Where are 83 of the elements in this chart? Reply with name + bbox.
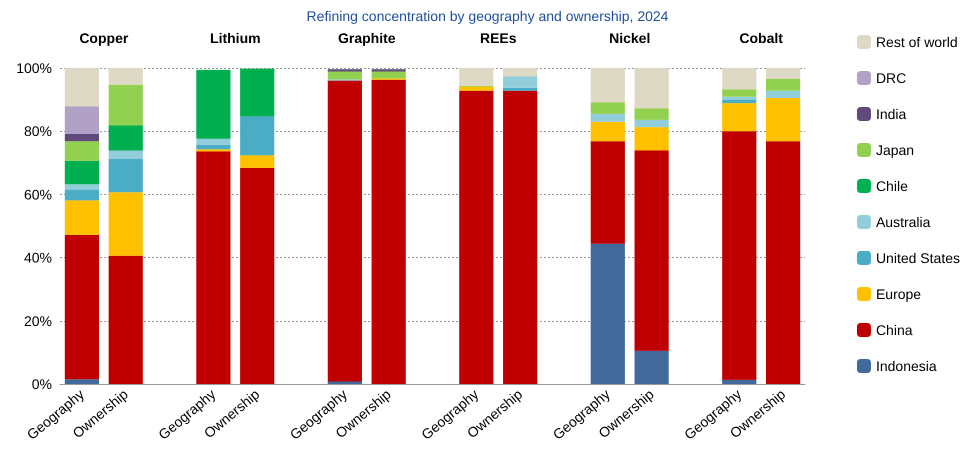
- legend-label: Rest of world: [876, 34, 958, 50]
- text: Copper: [79, 30, 129, 46]
- text: REEs: [480, 30, 517, 46]
- bar: [64, 134, 100, 142]
- bar: [590, 114, 625, 122]
- bar: [634, 127, 669, 150]
- bar: [722, 100, 756, 104]
- legend-label: United States: [876, 250, 960, 266]
- bar: [372, 80, 406, 384]
- text: Graphite: [338, 30, 396, 46]
- bar: [240, 155, 274, 168]
- bar: [108, 126, 143, 150]
- text: Cobalt: [739, 30, 784, 46]
- bar: [328, 80, 362, 382]
- bar: [108, 84, 143, 126]
- bar: [722, 89, 756, 97]
- bar: [64, 184, 100, 190]
- bar: [722, 131, 756, 380]
- bar: [372, 71, 406, 78]
- bar: [766, 90, 800, 98]
- bar: [64, 379, 100, 384]
- legend-label: Japan: [876, 142, 914, 158]
- bar: [459, 86, 494, 91]
- bar: [64, 106, 100, 134]
- bar: [196, 144, 230, 150]
- legend-label: Indonesia: [876, 358, 937, 374]
- bar: [64, 200, 100, 235]
- bar: [328, 381, 362, 384]
- bar: [503, 76, 538, 88]
- legend-label: Chile: [876, 178, 908, 194]
- text: Lithium: [210, 30, 261, 46]
- bar: [64, 160, 100, 184]
- bar: [590, 122, 625, 142]
- legend-label: DRC: [876, 70, 906, 86]
- legend-label: Australia: [876, 214, 931, 230]
- bar: [590, 68, 625, 102]
- bar: [64, 190, 100, 200]
- bar: [503, 88, 538, 91]
- bar: [240, 168, 274, 384]
- bar: [766, 68, 800, 79]
- bar: [459, 68, 494, 86]
- bar: [634, 108, 669, 120]
- bar: [590, 141, 625, 244]
- bar: [328, 71, 362, 80]
- bar: [634, 150, 669, 351]
- chart-title: Refining concentration by geography and ownership, 2024: [306, 8, 669, 24]
- y-tick-label: 60%: [24, 186, 52, 202]
- bar: [108, 150, 143, 160]
- y-tick-label: 0%: [32, 376, 52, 392]
- bar: [634, 350, 669, 384]
- bar: [766, 78, 800, 91]
- bar: [64, 141, 100, 161]
- bar: [590, 244, 625, 384]
- legend-label: Europe: [876, 286, 922, 302]
- legend-label: India: [876, 106, 907, 122]
- y-tick-label: 40%: [24, 250, 52, 266]
- bar: [722, 103, 756, 132]
- bar: [634, 68, 669, 108]
- bar: [240, 68, 274, 116]
- bar: [634, 120, 669, 128]
- bar: [108, 159, 143, 192]
- bar: [196, 151, 230, 384]
- bar: [108, 192, 143, 256]
- bar: [766, 98, 800, 142]
- text: Nickel: [609, 30, 650, 46]
- bar: [196, 70, 230, 139]
- bar: [503, 68, 538, 77]
- bar: [64, 68, 100, 107]
- bar: [240, 116, 274, 156]
- bar: [766, 141, 800, 384]
- legend-label: China: [876, 322, 913, 338]
- bar: [590, 102, 625, 114]
- bar: [108, 68, 143, 85]
- bar: [503, 90, 538, 384]
- y-tick-label: 80%: [24, 123, 52, 140]
- bar: [108, 256, 143, 384]
- bar: [722, 68, 756, 90]
- bar: [459, 90, 494, 384]
- y-tick-label: 20%: [24, 312, 52, 329]
- bar: [64, 234, 100, 380]
- y-tick-label: 100%: [16, 60, 52, 76]
- bar: [722, 380, 756, 384]
- bar: [196, 138, 230, 145]
